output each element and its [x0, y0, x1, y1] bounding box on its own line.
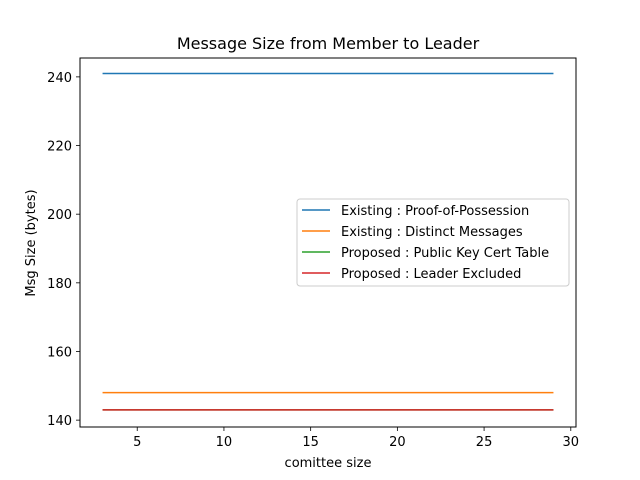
y-tick-label: 140: [47, 414, 72, 429]
y-axis: 140 160 180 200 220 240: [47, 71, 80, 429]
x-tick-label: 10: [216, 435, 233, 450]
y-tick-label: 220: [47, 140, 72, 155]
x-tick-label: 15: [302, 435, 319, 450]
x-axis: 5 10 15 20 25 30: [133, 427, 579, 450]
legend-label: Proposed : Leader Excluded: [341, 267, 521, 282]
y-tick-label: 180: [47, 277, 72, 292]
series-layer: [102, 72, 554, 411]
legend-label: Existing : Proof-of-Possession: [341, 204, 529, 219]
y-tick-label: 240: [47, 71, 72, 86]
x-tick-label: 25: [476, 435, 493, 450]
x-axis-label: comittee size: [285, 456, 372, 471]
legend-label: Existing : Distinct Messages: [341, 225, 523, 240]
chart-title: Message Size from Member to Leader: [177, 34, 480, 53]
y-tick-label: 200: [47, 208, 72, 223]
x-tick-label: 30: [563, 435, 580, 450]
x-tick-label: 5: [133, 435, 141, 450]
legend-label: Proposed : Public Key Cert Table: [341, 246, 549, 261]
legend[interactable]: Existing : Proof-of-Possession Existing :…: [296, 198, 570, 287]
plot-frame: [79, 57, 577, 428]
y-tick-label: 160: [47, 345, 72, 360]
y-axis-label: Msg Size (bytes): [24, 189, 39, 296]
x-tick-label: 20: [389, 435, 406, 450]
legend-frame: [296, 198, 570, 287]
